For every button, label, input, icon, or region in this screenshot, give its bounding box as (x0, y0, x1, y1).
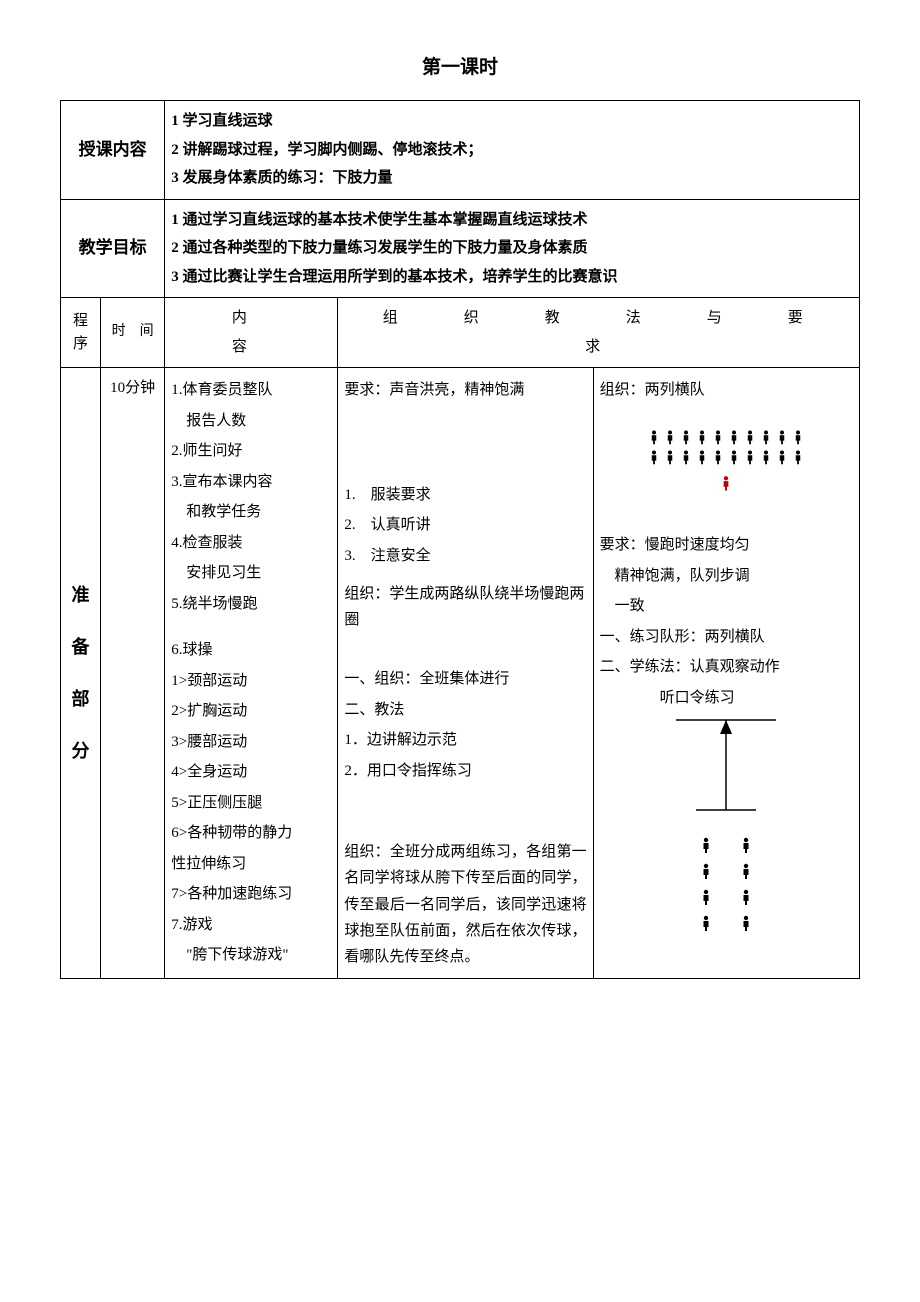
list-item: 4>全身运动 (171, 758, 331, 787)
list-item: 5.绕半场慢跑 (171, 590, 331, 619)
method-text: 1．边讲解边示范 (344, 726, 586, 755)
method-text: 一、组织：全班集体进行 (344, 665, 586, 694)
list-item: 7.游戏 (171, 911, 331, 940)
lesson-content-body: 1 学习直线运球 2 讲解踢球过程，学习脚内侧踢、停地滚技术； 3 发展身体素质… (165, 101, 860, 200)
objective-item: 1 通过学习直线运球的基本技术使学生基本掌握踢直线运球技术 (171, 206, 853, 235)
list-item: 2.师生问好 (171, 437, 331, 466)
method-text: 1. 服装要求 (344, 481, 586, 510)
lesson-content-item: 3 发展身体素质的练习：下肢力量 (171, 164, 853, 193)
col-seq: 程序 (61, 298, 101, 368)
method-text: 组织：全班分成两组练习，各组第一名同学将球从胯下传至后面的同学，传至最后一名同学… (344, 839, 586, 970)
two-columns-icon (600, 831, 853, 952)
prep-method-left: 要求：声音洪亮，精神饱满 1. 服装要求 2. 认真听讲 3. 注意安全 组织：… (338, 368, 593, 979)
phase-char: 部 (67, 682, 94, 716)
list-item: 1.体育委员整队 (171, 376, 331, 405)
list-item: 3>腰部运动 (171, 728, 331, 757)
page-title: 第一课时 (60, 50, 860, 86)
col-content: 内 容 (165, 298, 338, 368)
list-item: 和教学任务 (171, 498, 331, 527)
col-time: 时 间 (100, 298, 164, 368)
method-text: 组织：两列横队 (600, 376, 853, 405)
phase-char: 分 (67, 734, 94, 768)
method-text: 组织：学生成两路纵队绕半场慢跑两圈 (344, 582, 586, 633)
prep-time: 10分钟 (100, 368, 164, 979)
method-text: 2．用口令指挥练习 (344, 757, 586, 786)
method-text: 听口令练习 (600, 684, 853, 713)
objective-item: 2 通过各种类型的下肢力量练习发展学生的下肢力量及身体素质 (171, 234, 853, 263)
method-text: 2. 认真听讲 (344, 511, 586, 540)
lesson-plan-table: 授课内容 1 学习直线运球 2 讲解踢球过程，学习脚内侧踢、停地滚技术； 3 发… (60, 100, 860, 979)
method-text: 二、学练法：认真观察动作 (600, 653, 853, 682)
phase-char: 备 (67, 630, 94, 664)
lesson-content-item: 2 讲解踢球过程，学习脚内侧踢、停地滚技术； (171, 136, 853, 165)
list-item: 4.检查服装 (171, 529, 331, 558)
list-item: 6>各种韧带的静力 (171, 819, 331, 848)
objectives-body: 1 通过学习直线运球的基本技术使学生基本掌握踢直线运球技术 2 通过各种类型的下… (165, 199, 860, 298)
objectives-label: 教学目标 (61, 199, 165, 298)
method-text: 要求：声音洪亮，精神饱满 (344, 376, 586, 405)
list-item: 3.宣布本课内容 (171, 468, 331, 497)
method-text: 一、练习队形：两列横队 (600, 623, 853, 652)
list-item: 报告人数 (171, 407, 331, 436)
lesson-content-item: 1 学习直线运球 (171, 107, 853, 136)
formation-two-rows-icon (600, 423, 853, 504)
list-item: "胯下传球游戏" (171, 941, 331, 970)
method-text: 精神饱满，队列步调 (600, 562, 853, 591)
list-item: 5>正压侧压腿 (171, 789, 331, 818)
objective-item: 3 通过比赛让学生合理运用所学到的基本技术，培养学生的比赛意识 (171, 263, 853, 292)
method-text: 一致 (600, 592, 853, 621)
col-method: 组 织 教 法 与 要 求 (338, 298, 860, 368)
list-item: 7>各种加速跑练习 (171, 880, 331, 909)
list-item: 6.球操 (171, 636, 331, 665)
list-item: 1>颈部运动 (171, 667, 331, 696)
prep-method-right: 组织：两列横队 要求：慢跑时速度均匀 精神饱满，队列步调 一致 一、练习队形：两… (593, 368, 859, 979)
arrow-up-icon (600, 714, 853, 825)
phase-char: 准 (67, 578, 94, 612)
list-item: 安排见习生 (171, 559, 331, 588)
phase-prep: 准 备 部 分 (61, 368, 101, 979)
method-text: 3. 注意安全 (344, 542, 586, 571)
list-item: 性拉伸练习 (171, 850, 331, 879)
list-item (171, 620, 331, 634)
list-item: 2>扩胸运动 (171, 697, 331, 726)
method-text: 要求：慢跑时速度均匀 (600, 531, 853, 560)
method-text: 二、教法 (344, 696, 586, 725)
prep-content: 1.体育委员整队 报告人数 2.师生问好 3.宣布本课内容 和教学任务 4.检查… (165, 368, 338, 979)
lesson-content-label: 授课内容 (61, 101, 165, 200)
